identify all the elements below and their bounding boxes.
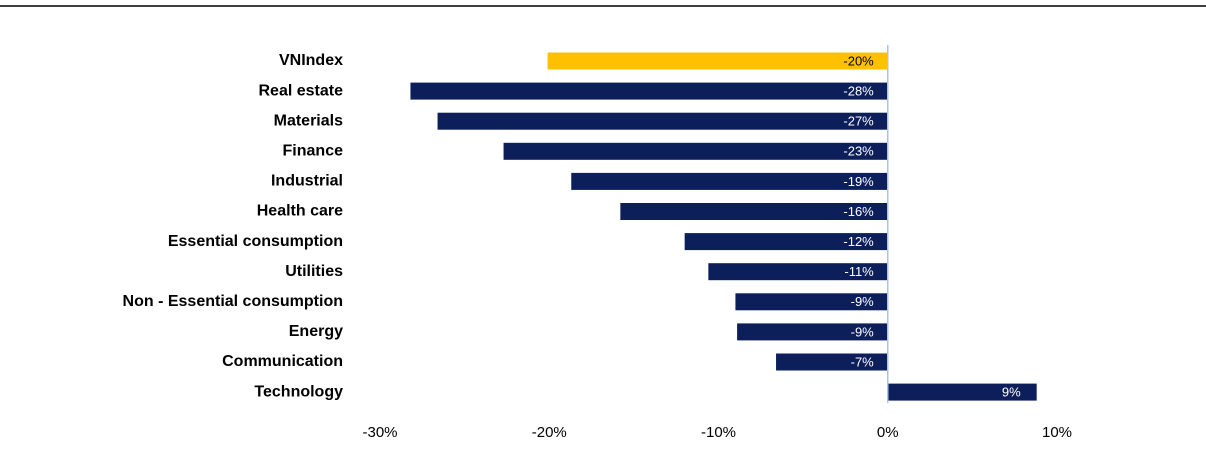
value-label: -12% <box>843 234 874 249</box>
category-label: VNIndex <box>279 52 343 69</box>
value-label: -9% <box>851 324 875 339</box>
category-label: Essential consumption <box>168 233 343 250</box>
value-label: -20% <box>843 53 874 68</box>
value-label: -28% <box>843 84 874 99</box>
bar <box>503 142 888 160</box>
value-label: -27% <box>843 114 874 129</box>
x-tick-label: 10% <box>1042 424 1072 441</box>
bar <box>620 203 888 220</box>
category-label: Industrial <box>271 173 343 190</box>
bar <box>437 112 888 130</box>
bar <box>887 383 1037 401</box>
bar <box>684 233 888 251</box>
value-label: -11% <box>844 264 874 279</box>
bar <box>410 82 888 100</box>
bar <box>571 172 888 190</box>
category-label: Real estate <box>259 82 344 99</box>
category-label: Utilities <box>285 263 343 280</box>
category-label: Technology <box>254 383 343 400</box>
x-tick-label: -30% <box>362 424 397 441</box>
category-label: Finance <box>283 143 344 160</box>
bar <box>735 293 888 311</box>
x-tick-label: -10% <box>701 424 736 441</box>
value-label: -23% <box>843 144 874 159</box>
value-label: -19% <box>843 174 874 189</box>
category-label: Health care <box>257 203 343 220</box>
value-label: -7% <box>851 354 875 369</box>
value-label: -16% <box>843 204 874 219</box>
value-label: 9% <box>1002 385 1021 400</box>
bar <box>737 323 888 341</box>
category-label: Communication <box>222 353 343 370</box>
x-tick-label: -20% <box>532 424 567 441</box>
category-label: Materials <box>274 112 343 129</box>
category-label: Energy <box>289 323 343 340</box>
category-label: Non - Essential consumption <box>123 293 343 310</box>
x-tick-label: 0% <box>877 424 899 441</box>
bar <box>776 353 888 371</box>
bar <box>547 52 888 70</box>
bar <box>708 263 888 281</box>
value-label: -9% <box>851 294 875 309</box>
